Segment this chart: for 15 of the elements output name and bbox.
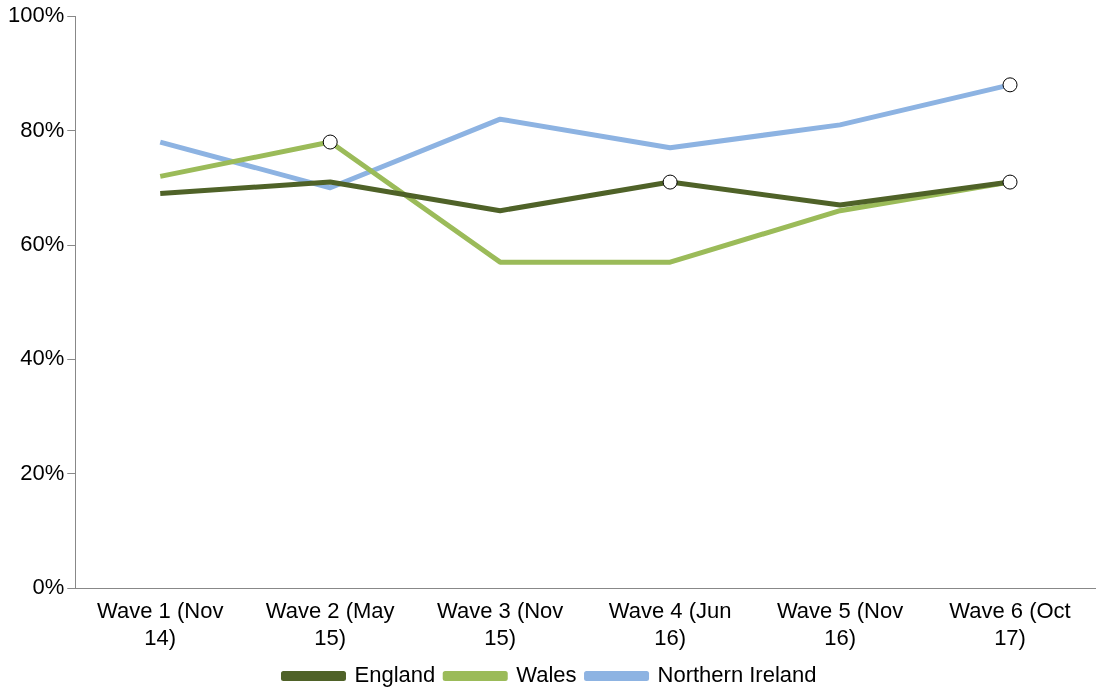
x-tick-label: Wave 3 (Nov 15) (436, 598, 564, 650)
legend-label: Wales (516, 662, 577, 688)
legend-label: England (354, 662, 436, 688)
x-tick-label: Wave 2 (May 15) (265, 598, 395, 650)
x-tick-label: Wave 1 (Nov 14) (97, 598, 224, 650)
x-tick-label: Wave 6 (Oct 17) (949, 598, 1071, 650)
y-tick-label: 20% (20, 459, 65, 485)
x-tick-label: Wave 5 (Nov 16) (776, 598, 904, 650)
y-tick-label: 80% (20, 116, 65, 142)
legend-label: Northern Ireland (657, 662, 817, 688)
x-tick-label: Wave 4 (Jun 16) (608, 598, 732, 650)
y-tick-label: 0% (32, 574, 65, 600)
y-tick-label: 100% (7, 2, 65, 28)
y-tick-label: 40% (20, 345, 65, 371)
y-tick-label: 60% (20, 231, 65, 257)
